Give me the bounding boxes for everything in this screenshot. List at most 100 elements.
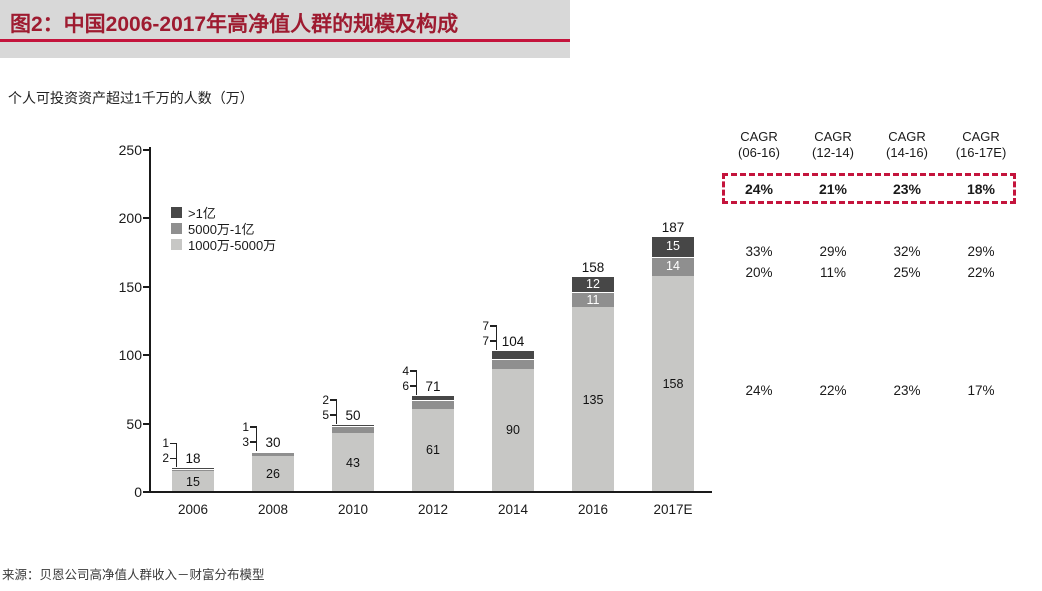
cagr-header-title: CAGR bbox=[740, 129, 778, 144]
legend-label-10m-50m: 1000万-5000万 bbox=[188, 237, 277, 253]
legend-swatch-50m-100m-icon bbox=[171, 222, 182, 234]
callout-bracket-line bbox=[410, 370, 416, 372]
y-axis-tick-label: 150 bbox=[118, 278, 142, 295]
cagr-header-period: (12-14) bbox=[812, 145, 854, 160]
bar-segment->1亿 bbox=[652, 236, 694, 257]
bar-segment-1000万-5000万 bbox=[252, 456, 294, 492]
bar-total-label: 50 bbox=[345, 407, 361, 423]
legend-item-10m-50m: 1000万-5000万 bbox=[171, 236, 277, 253]
cagr-total-value: 23% bbox=[892, 181, 922, 197]
callout-bracket-line bbox=[250, 426, 256, 428]
cagr-value: 17% bbox=[967, 383, 995, 398]
x-axis-line bbox=[149, 491, 712, 493]
bar-callout-value: 6 bbox=[402, 378, 409, 393]
cagr-row-50m-100m: 20% 11% 25% 22% bbox=[722, 265, 1018, 280]
callout-bracket-line bbox=[170, 457, 176, 460]
y-axis-line bbox=[149, 147, 151, 493]
bar-segment-5000万-1亿 bbox=[252, 452, 294, 457]
y-axis-tick bbox=[143, 217, 149, 220]
callout-bracket-line bbox=[175, 442, 177, 468]
cagr-value: 32% bbox=[893, 244, 921, 259]
cagr-total-row: 24% 21% 23% 18% bbox=[722, 181, 1018, 197]
callout-bracket-line bbox=[330, 399, 336, 401]
y-axis-tick bbox=[143, 285, 149, 288]
y-axis-tick bbox=[143, 149, 149, 151]
cagr-total-value: 24% bbox=[744, 181, 774, 197]
cagr-column-header-12-14: CAGR (12-14) bbox=[796, 129, 870, 161]
bar-value-label: 90 bbox=[506, 423, 520, 438]
cagr-row-10m-50m: 24% 22% 23% 17% bbox=[722, 383, 1018, 398]
bar-segment-1000万-5000万 bbox=[572, 307, 614, 492]
x-axis-label: 2010 bbox=[337, 502, 369, 517]
x-axis-label: 2014 bbox=[497, 502, 529, 517]
bar-callout-value: 3 bbox=[242, 434, 249, 449]
source-note: 来源：贝恩公司高净值人群收入－财富分布模型 bbox=[2, 568, 265, 582]
callout-bracket-line bbox=[250, 441, 256, 443]
bar-callout-value: 7 bbox=[482, 333, 489, 348]
bar-value-label: 135 bbox=[582, 392, 604, 407]
x-axis-label: 2012 bbox=[417, 502, 449, 517]
y-axis-unit-label: 个人可投资资产超过1千万的人数（万） bbox=[8, 90, 254, 106]
bar-segment-1000万-5000万 bbox=[172, 471, 214, 492]
bar-value-label: 158 bbox=[662, 376, 684, 391]
bar-total-label: 158 bbox=[581, 259, 605, 275]
bar-value-label: 15 bbox=[186, 474, 200, 489]
cagr-value: 29% bbox=[819, 244, 847, 259]
cagr-total-highlight-box bbox=[722, 173, 1016, 204]
bar-value-label: 15 bbox=[666, 239, 680, 254]
y-axis-tick-label: 0 bbox=[134, 484, 142, 500]
cagr-value: 11% bbox=[819, 265, 847, 280]
cagr-header-title: CAGR bbox=[888, 129, 926, 144]
y-axis-tick-label: 250 bbox=[118, 142, 142, 158]
bar-callout-value: 2 bbox=[322, 392, 329, 407]
callout-bracket-line bbox=[170, 442, 176, 445]
bar-segment-5000万-1亿 bbox=[172, 468, 214, 472]
callout-bracket-line bbox=[410, 385, 416, 387]
bar-value-label: 11 bbox=[586, 292, 600, 307]
x-axis-label: 2008 bbox=[257, 502, 289, 517]
legend-label-50m-100m: 5000万-1亿 bbox=[188, 221, 255, 237]
cagr-column-header-14-16: CAGR (14-16) bbox=[870, 129, 944, 161]
bar-segment-1000万-5000万 bbox=[652, 275, 694, 492]
bar-segment-5000万-1亿 bbox=[412, 400, 454, 409]
callout-bracket-line bbox=[490, 340, 496, 342]
bar-segment->1亿 bbox=[172, 467, 214, 469]
bar-segment-5000万-1亿 bbox=[652, 256, 694, 276]
bar-segment-5000万-1亿 bbox=[492, 359, 534, 369]
bar-total-label: 104 bbox=[501, 333, 525, 349]
cagr-value: 23% bbox=[893, 383, 921, 398]
bar-segment->1亿 bbox=[332, 423, 374, 427]
callout-bracket-line bbox=[490, 325, 496, 327]
bar-total-label: 71 bbox=[425, 378, 441, 394]
bar-value-label: 14 bbox=[666, 259, 680, 274]
bar-callout-value: 2 bbox=[162, 451, 169, 466]
bar-segment->1亿 bbox=[572, 275, 614, 293]
bar-value-label: 61 bbox=[426, 443, 440, 458]
cagr-header-title: CAGR bbox=[962, 129, 1000, 144]
cagr-total-value: 21% bbox=[818, 181, 848, 197]
callout-bracket-line bbox=[415, 370, 417, 395]
cagr-value: 20% bbox=[745, 265, 773, 280]
bar-value-label: 12 bbox=[586, 277, 600, 292]
chart-legend: >1亿 5000万-1亿 1000万-5000万 bbox=[171, 204, 277, 253]
legend-swatch-over-100m-icon bbox=[171, 206, 182, 218]
bar-segment-1000万-5000万 bbox=[332, 433, 374, 492]
legend-item-over-100m: >1亿 bbox=[171, 204, 276, 221]
bar-callout-value: 5 bbox=[322, 407, 329, 422]
callout-bracket-line bbox=[255, 426, 257, 451]
figure-title: 图2：中国2006-2017年高净值人群的规模及构成 bbox=[10, 13, 459, 36]
bar-callout-value: 7 bbox=[482, 318, 489, 333]
y-axis-tick bbox=[143, 491, 149, 493]
bar-segment-1000万-5000万 bbox=[492, 368, 534, 492]
cagr-column-header-16-17e: CAGR (16-17E) bbox=[944, 129, 1018, 161]
y-axis-tick-label: 200 bbox=[118, 210, 142, 227]
bar-value-label: 43 bbox=[346, 455, 360, 470]
y-axis-tick bbox=[143, 354, 149, 357]
cagr-total-value: 18% bbox=[966, 181, 996, 197]
cagr-value: 22% bbox=[967, 265, 995, 280]
bar-segment->1亿 bbox=[252, 450, 294, 453]
legend-item-50m-100m: 5000万-1亿 bbox=[171, 220, 276, 237]
cagr-value: 22% bbox=[819, 383, 847, 398]
x-axis-label: 2016 bbox=[577, 502, 609, 517]
